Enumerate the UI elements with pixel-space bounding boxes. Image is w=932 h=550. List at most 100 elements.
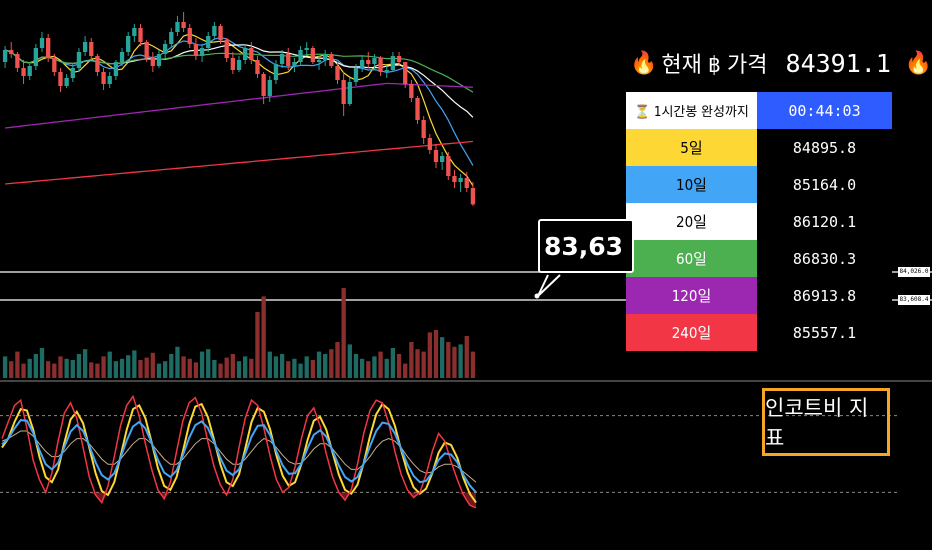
callout-price: 83,63 <box>538 219 634 273</box>
candle-body <box>181 22 186 28</box>
price-callout: 83,63 <box>538 219 638 275</box>
candle-body <box>452 176 457 182</box>
candle-body <box>193 44 199 56</box>
volume-bar <box>150 352 155 378</box>
volume-bar <box>329 349 334 378</box>
volume-bar <box>70 360 75 378</box>
volume-bar <box>403 363 408 378</box>
oscillator-signal-line <box>1 419 477 494</box>
volume-bar <box>175 346 180 378</box>
volume-bar <box>341 288 346 378</box>
volume-bar <box>323 354 328 378</box>
volume-bar <box>366 361 371 378</box>
volume-bar <box>384 358 389 378</box>
candle-body <box>236 60 242 70</box>
ma-value: 85557.1 <box>757 314 892 351</box>
ma-value: 86913.8 <box>757 277 892 314</box>
volume-bar <box>249 358 254 378</box>
candle-body <box>372 58 377 64</box>
volume-bar <box>144 357 149 378</box>
candle-body <box>439 156 445 162</box>
volume-bar <box>421 351 426 378</box>
volume-bar <box>193 362 199 378</box>
candle-body <box>126 36 131 52</box>
candle-body <box>218 26 223 40</box>
fire-icon: 🔥 <box>904 50 932 76</box>
volume-bar <box>156 363 162 378</box>
candle-body <box>464 178 469 188</box>
candle-body <box>390 56 396 70</box>
ma-row: 240일 85557.1 <box>626 314 892 351</box>
candle-body <box>132 28 137 36</box>
ma-row: 5일 84895.8 <box>626 129 892 166</box>
candle-body <box>341 80 346 104</box>
oscillator-k-line <box>1 394 477 509</box>
volume-bar <box>298 363 303 378</box>
volume-bar <box>64 358 69 378</box>
volume-bar <box>310 360 316 378</box>
volume-bar <box>199 351 205 378</box>
candle-body <box>21 68 26 76</box>
candle-body <box>353 68 359 82</box>
oscillator-oversold-fill <box>2 492 476 508</box>
volume-bar <box>89 362 94 378</box>
volume-bar <box>316 351 322 378</box>
ma-value: 85164.0 <box>757 166 892 203</box>
candle-body <box>27 66 32 76</box>
volume-bar <box>347 344 352 378</box>
countdown-value: 00:44:03 <box>757 92 892 129</box>
volume-bar <box>15 351 20 378</box>
ma-row: 10일 85164.0 <box>626 166 892 203</box>
volume-bar <box>335 342 340 378</box>
moving-average-table: ⏳ 1시간봉 완성까지 00:44:03 5일 84895.8 10일 85164.… <box>626 92 892 351</box>
volume-bar <box>279 354 285 378</box>
candle-body <box>107 76 112 84</box>
countdown-label: ⏳ 1시간봉 완성까지 <box>626 92 757 129</box>
candle-body <box>144 42 149 58</box>
volume-bar <box>58 356 63 378</box>
candle-body <box>119 52 125 62</box>
candle-body <box>292 62 297 66</box>
current-price-header: 🔥 현재 ฿ 가격 84391.1 🔥 <box>630 40 932 86</box>
volume-bar <box>261 296 266 378</box>
candle-body <box>261 74 266 96</box>
oscillator-d-line <box>1 402 477 504</box>
ma-value: 84895.8 <box>757 129 892 166</box>
volume-bar <box>273 356 279 378</box>
volume-bar <box>27 358 32 378</box>
ma-label: 10일 <box>626 166 757 203</box>
candle-body <box>347 82 352 104</box>
candle-body <box>316 60 322 62</box>
ma-line <box>5 140 473 185</box>
indicator-label: 인코트비 지표 <box>762 388 890 456</box>
volume-bar <box>292 358 297 378</box>
volume-bar <box>39 348 45 378</box>
candle-body <box>409 84 414 98</box>
candle-body <box>335 66 340 80</box>
candle-body <box>384 70 389 72</box>
axis-price-tag: 84,026.0 <box>898 267 930 277</box>
candle-body <box>138 28 143 42</box>
volume-bar <box>138 360 143 378</box>
candle-body <box>175 22 180 32</box>
ma-value: 86830.3 <box>757 240 892 277</box>
candle-body <box>446 156 451 176</box>
volume-bar <box>101 356 106 378</box>
callout-pointer <box>537 274 561 297</box>
candle-body <box>403 62 408 84</box>
candle-body <box>310 48 316 62</box>
candle-body <box>470 188 476 205</box>
volume-bar <box>396 354 402 378</box>
candle-body <box>255 60 260 74</box>
volume-bar <box>427 332 432 378</box>
volume-bar <box>33 354 39 378</box>
candle-body <box>206 36 211 48</box>
candle-body <box>243 48 248 60</box>
volume-bar <box>390 348 396 378</box>
volume-bar <box>267 351 272 378</box>
price-title: 현재 ฿ 가격 <box>661 53 768 78</box>
ma-row: 20일 86120.1 <box>626 203 892 240</box>
candle-body <box>58 72 63 86</box>
volume-bar <box>95 363 100 378</box>
volume-bar <box>2 356 8 378</box>
